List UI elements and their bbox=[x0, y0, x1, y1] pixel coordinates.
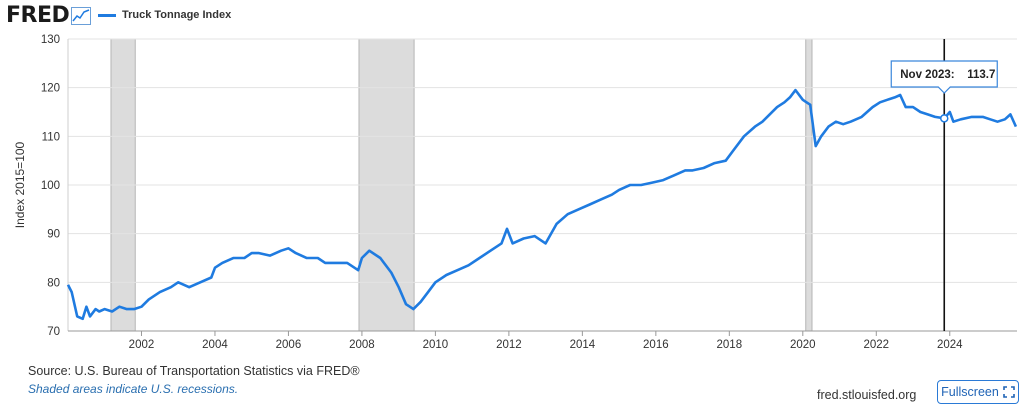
x-tick-label: 2002 bbox=[129, 339, 155, 351]
y-tick-label: 130 bbox=[41, 34, 60, 46]
x-tick-label: 2008 bbox=[349, 339, 375, 351]
fred-logo[interactable]: FRED bbox=[6, 3, 70, 28]
x-tick-label: 2024 bbox=[937, 339, 963, 351]
y-tick-label: 90 bbox=[47, 229, 60, 241]
tooltip-box bbox=[890, 60, 998, 94]
hover-point bbox=[940, 114, 949, 123]
axes: 70 80 90 100 110 120 130 2002 2004 2006 2008 2010 20… bbox=[41, 34, 1017, 351]
tooltip-value: 113.7 bbox=[967, 69, 995, 81]
legend-swatch bbox=[98, 13, 116, 17]
y-tick-label: 80 bbox=[47, 277, 60, 289]
x-tick-label: 2020 bbox=[790, 339, 816, 351]
fullscreen-icon bbox=[1003, 386, 1015, 398]
line-chart[interactable]: 70 80 90 100 110 120 130 2002 2004 2006 2008 2010 20… bbox=[0, 0, 1030, 360]
source-text: Source: U.S. Bureau of Transportation St… bbox=[28, 364, 360, 378]
x-tick-label: 2022 bbox=[863, 339, 889, 351]
site-link[interactable]: fred.stlouisfed.org bbox=[817, 388, 917, 402]
gridlines bbox=[68, 38, 1017, 332]
tooltip-layer: Nov 2023: 113.7 bbox=[890, 39, 998, 331]
y-axis-title: Index 2015=100 bbox=[13, 141, 27, 228]
series-line-0[interactable] bbox=[66, 88, 1018, 321]
chart-header: FRED Truck Tonnage Index bbox=[0, 0, 1030, 34]
legend-label: Truck Tonnage Index bbox=[122, 9, 232, 21]
y-tick-label: 70 bbox=[47, 326, 60, 338]
x-tick-label: 2014 bbox=[570, 339, 596, 351]
fullscreen-label: Fullscreen bbox=[941, 385, 999, 399]
series-layer bbox=[66, 88, 1018, 321]
x-tick-label: 2010 bbox=[423, 339, 449, 351]
fullscreen-button[interactable]: Fullscreen bbox=[937, 380, 1019, 404]
x-tick-label: 2006 bbox=[276, 339, 302, 351]
y-tick-label: 110 bbox=[42, 131, 60, 143]
y-tick-label: 120 bbox=[41, 83, 60, 95]
x-tick-label: 2004 bbox=[202, 339, 228, 351]
tooltip-date: Nov 2023: bbox=[900, 69, 954, 81]
x-tick-label: 2012 bbox=[496, 339, 522, 351]
x-tick-label: 2018 bbox=[717, 339, 743, 351]
x-tick-label: 2016 bbox=[643, 339, 669, 351]
y-tick-label: 100 bbox=[41, 180, 60, 192]
recession-note: Shaded areas indicate U.S. recessions. bbox=[28, 382, 239, 396]
fred-graph-icon bbox=[71, 7, 91, 25]
chart-legend[interactable]: Truck Tonnage Index bbox=[98, 9, 231, 21]
